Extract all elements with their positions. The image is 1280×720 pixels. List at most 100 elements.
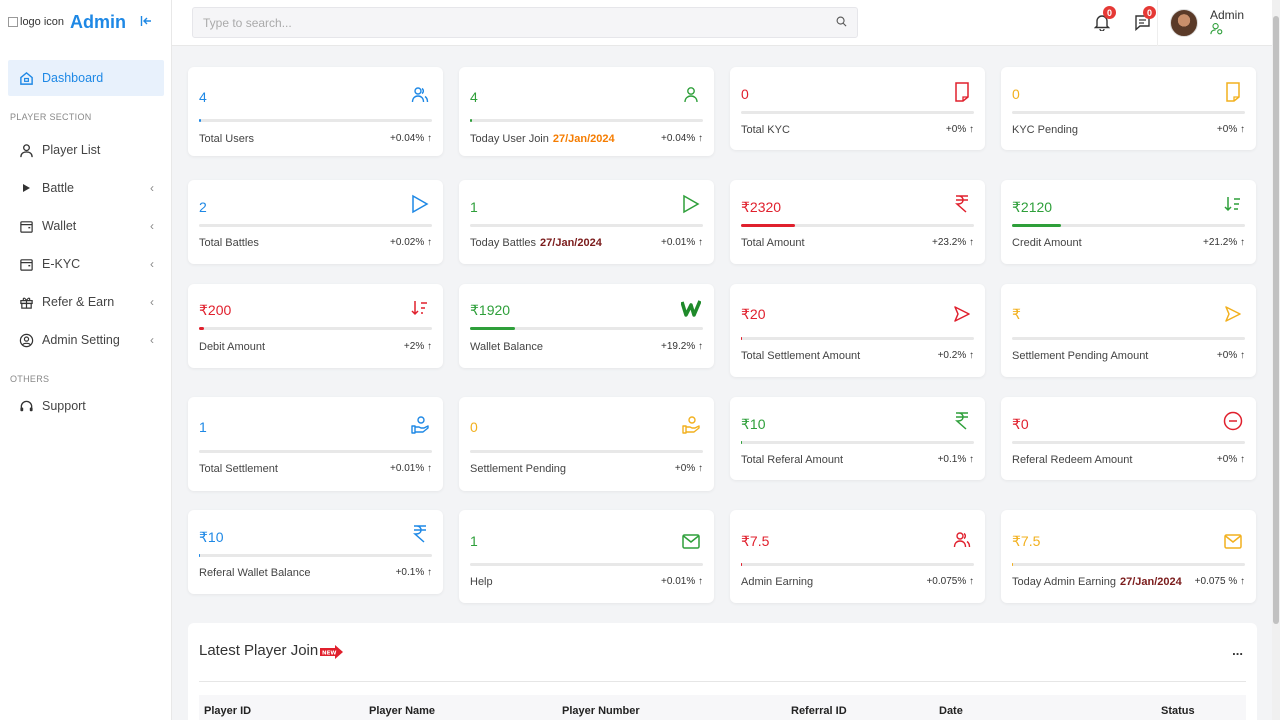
gift-icon [18,294,34,310]
chevron-left-icon: ‹ [150,181,154,195]
stat-card-referal-wallet-balance[interactable]: ₹10 Referal Wallet Balance +0.1% ↑ [188,510,443,594]
sidebar-item-label: Dashboard [42,71,104,85]
search-bar [192,7,858,38]
card-label: Credit Amount [1012,237,1082,249]
section-label-player: PLAYER SECTION [10,112,92,122]
logo-alt-text: logo icon [20,16,65,28]
column-header-player-name[interactable]: Player Name [369,705,436,717]
card-progress [470,563,703,566]
stat-card-total-kyc[interactable]: 0 Total KYC +0% ↑ [730,67,985,150]
top-icons: 0 0 [1090,6,1156,34]
card-value: 4 [199,89,207,105]
card-date: 27/Jan/2024 [1119,576,1182,588]
sidebar-item-label: Admin Setting [42,333,120,347]
card-progress [199,327,432,330]
users-icon [409,84,431,106]
column-header-date[interactable]: Date [939,705,963,717]
scrollbar-thumb[interactable] [1273,16,1279,624]
chevron-left-icon: ‹ [150,257,154,271]
sidebar: logo icon Admin Dashboard PLAYER SECTION… [0,0,172,720]
sidebar-item-refer-earn[interactable]: Refer & Earn ‹ [0,284,164,320]
sidebar-item-wallet[interactable]: Wallet ‹ [0,208,164,244]
stat-card-total-amount[interactable]: ₹2320 Total Amount +23.2% ↑ [730,180,985,264]
more-options-button[interactable]: ... [1232,643,1243,658]
card-percent: +0% ↑ [1216,124,1245,135]
card-value: 2 [199,199,207,215]
notifications-button[interactable]: 0 [1090,6,1116,34]
stat-card-today-battles[interactable]: 1 Today Battles 27/Jan/2024 +0.01% ↑ [459,180,714,264]
minus-circle-icon [1222,410,1244,432]
card-value: ₹7.5 [741,533,770,549]
stat-card-today-user-join[interactable]: 4 Today User Join 27/Jan/2024 +0.04% ↑ [459,67,714,156]
card-value: ₹20 [741,306,766,322]
card-value: ₹ [1012,306,1021,322]
stat-card-kyc-pending[interactable]: 0 KYC Pending +0% ↑ [1001,67,1256,150]
stat-card-admin-earning[interactable]: ₹7.5 Admin Earning +0.075% ↑ [730,510,985,603]
card-progress [741,111,974,114]
latest-player-join-panel: Latest Player Join NEW ... Player ID Pla… [188,623,1257,720]
card-label: KYC Pending [1012,124,1079,136]
sidebar-item-player-list[interactable]: Player List [0,132,164,168]
table-header: Player ID Player Name Player Number Refe… [199,695,1246,720]
stat-card-total-settlement-amount[interactable]: ₹20 Total Settlement Amount +0.2% ↑ [730,284,985,377]
card-value: ₹200 [199,302,232,318]
svg-text:NEW: NEW [322,651,336,657]
card-label: Total Referal Amount [741,454,844,466]
send-icon [1222,303,1244,325]
stat-card-total-battles[interactable]: 2 Total Battles +0.02% ↑ [188,180,443,264]
card-progress [1012,337,1245,340]
card-progress [741,563,974,566]
stat-card-help[interactable]: 1 Help +0.01% ↑ [459,510,714,603]
sidebar-item-support[interactable]: Support [0,388,164,424]
search-input[interactable] [203,15,836,30]
sidebar-item-dashboard[interactable]: Dashboard [8,60,164,96]
sidebar-item-admin-setting[interactable]: Admin Setting ‹ [0,322,164,358]
search-icon[interactable] [836,16,847,30]
column-header-status[interactable]: Status [1161,705,1195,717]
stat-card-debit-amount[interactable]: ₹200 Debit Amount +2% ↑ [188,284,443,368]
card-label: Today Admin Earning 27/Jan/2024 [1012,576,1182,588]
user-icon [680,84,702,106]
stat-card-wallet-balance[interactable]: ₹1920 Wallet Balance +19.2% ↑ [459,284,714,368]
sidebar-item-label: Refer & Earn [42,295,115,309]
wallet-icon [18,256,34,272]
card-value: ₹7.5 [1012,533,1041,549]
stat-card-settlement-pending-amount[interactable]: ₹ Settlement Pending Amount +0% ↑ [1001,284,1256,377]
card-value: 0 [1012,86,1020,102]
messages-button[interactable]: 0 [1130,6,1156,34]
sidebar-item-label: Battle [42,181,74,195]
chevron-left-icon: ‹ [150,295,154,309]
card-progress [199,450,432,453]
card-label: Referal Wallet Balance [199,567,311,579]
profile-menu[interactable]: Admin [1157,0,1244,46]
card-progress [199,119,432,122]
stat-card-total-settlement[interactable]: 1 Total Settlement +0.01% ↑ [188,397,443,491]
card-percent: +19.2% ↑ [661,341,703,352]
rupee-icon [951,193,973,215]
card-label: Settlement Pending Amount [1012,350,1149,362]
brand-name: Admin [70,11,127,32]
collapse-sidebar-icon[interactable] [140,15,153,30]
column-header-player-id[interactable]: Player ID [204,705,252,717]
stat-card-total-users[interactable]: 4 Total Users +0.04% ↑ [188,67,443,156]
card-percent: +21.2% ↑ [1203,237,1245,248]
document-icon [1222,81,1244,103]
column-header-referral-id[interactable]: Referral ID [791,705,847,717]
sidebar-item-battle[interactable]: Battle ‹ [0,170,164,206]
card-label: Settlement Pending [470,463,567,475]
stat-card-settlement-pending[interactable]: 0 Settlement Pending +0% ↑ [459,397,714,491]
chevron-left-icon: ‹ [150,333,154,347]
stat-card-total-referal-amount[interactable]: ₹10 Total Referal Amount +0.1% ↑ [730,397,985,480]
stat-card-credit-amount[interactable]: ₹2120 Credit Amount +21.2% ↑ [1001,180,1256,264]
stat-card-today-admin-earning[interactable]: ₹7.5 Today Admin Earning 27/Jan/2024 +0.0… [1001,510,1256,603]
hand-coin-icon [680,414,702,436]
card-label: Debit Amount [199,341,266,353]
page-scrollbar[interactable] [1272,0,1280,720]
card-percent: +0.02% ↑ [390,237,432,248]
card-value: 1 [470,533,478,549]
sidebar-item-ekyc[interactable]: E-KYC ‹ [0,246,164,282]
stat-card-referal-redeem-amount[interactable]: ₹0 Referal Redeem Amount +0% ↑ [1001,397,1256,480]
card-percent: +0.2% ↑ [937,350,974,361]
document-icon [951,81,973,103]
column-header-player-number[interactable]: Player Number [562,705,640,717]
